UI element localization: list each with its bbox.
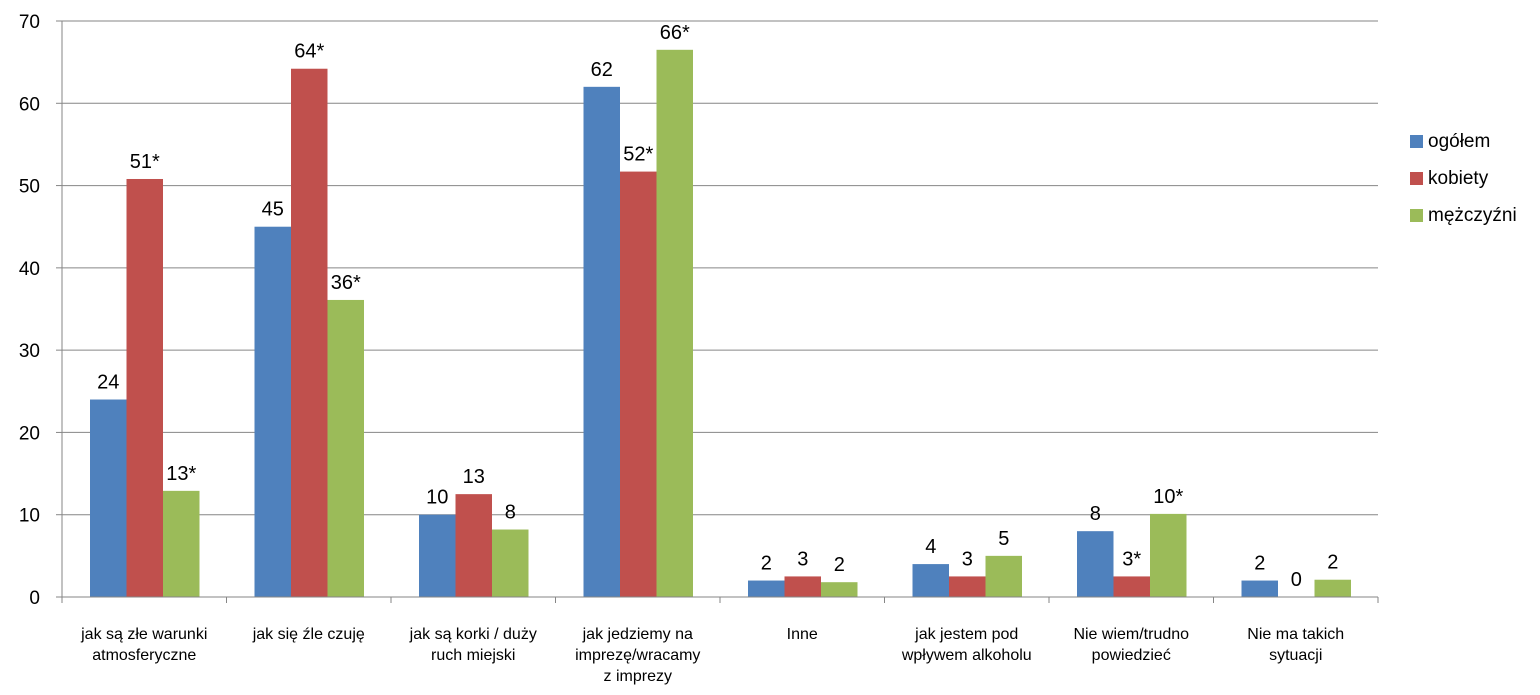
bar-mężczyźni-1	[327, 299, 364, 597]
bar-kobiety-1	[291, 68, 328, 598]
x-category-label: Inne	[787, 626, 818, 643]
bar-ogółem-5	[912, 564, 949, 597]
data-label: 52*	[623, 144, 653, 166]
data-label: 2	[834, 554, 845, 576]
x-category-label: Nie ma takich	[1247, 626, 1344, 643]
data-label: 8	[505, 502, 516, 524]
bar-kobiety-2	[455, 494, 492, 597]
x-category-label: jak jestem pod	[914, 626, 1018, 643]
bar-ogółem-4	[748, 580, 785, 597]
x-category-label: powiedzieć	[1092, 647, 1171, 664]
bar-mężczyźni-2	[492, 529, 529, 597]
bar-mężczyźni-0	[163, 490, 200, 597]
bar-mężczyźni-7	[1314, 579, 1351, 597]
x-category-label: imprezę/wracamy	[575, 647, 700, 664]
y-tick-label: 50	[19, 177, 40, 198]
x-category-label: jak się źle czuję	[252, 626, 365, 643]
legend-label: mężczyźni	[1428, 205, 1517, 226]
data-label: 4	[925, 536, 936, 558]
data-label: 24	[97, 372, 119, 394]
data-label: 3	[962, 548, 973, 570]
data-label: 13*	[166, 463, 196, 485]
x-category-label: ruch miejski	[431, 647, 515, 664]
x-category-label: z imprezy	[604, 668, 672, 685]
bar-mężczyźni-4	[821, 582, 858, 597]
data-label: 3	[797, 548, 808, 570]
data-label: 10	[426, 487, 448, 509]
bar-ogółem-2	[419, 514, 456, 597]
legend-label: ogółem	[1428, 131, 1490, 152]
y-tick-label: 60	[19, 94, 40, 115]
bar-ogółem-0	[90, 399, 127, 597]
data-label: 51*	[130, 151, 160, 173]
data-label: 2	[1327, 552, 1338, 574]
y-tick-label: 70	[19, 12, 40, 33]
data-label: 8	[1090, 503, 1101, 525]
bar-ogółem-7	[1241, 580, 1278, 597]
y-tick-label: 0	[29, 588, 40, 609]
bar-kobiety-3	[620, 171, 657, 597]
x-axis-category-labels: jak są złe warunki atmosferyczne jak się ź…	[80, 626, 1344, 685]
legend-label: kobiety	[1428, 168, 1489, 189]
data-label: 62	[591, 59, 613, 81]
bar-kobiety-4	[784, 576, 821, 597]
data-label: 3*	[1122, 548, 1141, 570]
x-category-label: atmosferyczne	[92, 647, 196, 664]
data-label: 2	[1254, 553, 1265, 575]
data-label: 13	[463, 466, 485, 488]
axes	[56, 20, 1379, 603]
y-tick-label: 30	[19, 341, 40, 362]
bar-kobiety-0	[126, 178, 163, 597]
y-axis-tick-labels: 0 10 20 30 40 50 60 70	[19, 12, 40, 609]
y-tick-label: 20	[19, 423, 40, 444]
data-label: 45	[262, 199, 284, 221]
legend: ogółem kobiety mężczyźni	[1410, 131, 1517, 226]
bar-mężczyźni-6	[1150, 513, 1187, 597]
bars	[90, 49, 1351, 598]
x-category-label: wpływem alkoholu	[901, 647, 1032, 664]
data-label: 2	[761, 553, 772, 575]
bar-kobiety-6	[1113, 576, 1150, 597]
x-category-label: jak są korki / duży	[409, 626, 537, 643]
x-category-label: sytuacji	[1269, 647, 1322, 664]
data-label: 10*	[1153, 486, 1183, 508]
y-tick-label: 40	[19, 259, 40, 280]
data-label: 5	[998, 528, 1009, 550]
bar-ogółem-6	[1077, 531, 1114, 597]
legend-swatch-kobiety	[1410, 172, 1423, 185]
y-tick-label: 10	[19, 506, 40, 527]
bar-ogółem-1	[254, 226, 291, 597]
legend-swatch-mężczyźni	[1410, 209, 1423, 222]
data-label: 66*	[660, 22, 690, 44]
x-category-label: Nie wiem/trudno	[1073, 626, 1189, 643]
bar-kobiety-5	[949, 576, 986, 597]
data-label: 36*	[331, 272, 361, 294]
legend-swatch-ogółem	[1410, 135, 1423, 148]
x-category-label: jak są złe warunki	[80, 626, 207, 643]
data-label: 0	[1291, 569, 1302, 591]
bar-mężczyźni-5	[985, 555, 1022, 597]
x-category-label: jak jedziemy na	[582, 626, 693, 643]
bar-ogółem-3	[583, 86, 620, 597]
bar-mężczyźni-3	[656, 49, 693, 598]
data-label: 64*	[294, 41, 324, 63]
